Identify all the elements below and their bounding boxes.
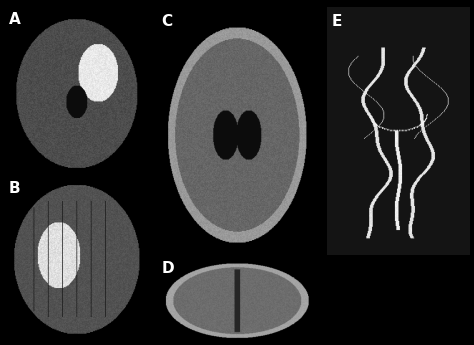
Text: C: C xyxy=(161,14,173,29)
Text: D: D xyxy=(161,261,174,276)
Text: E: E xyxy=(331,14,342,29)
Text: A: A xyxy=(9,12,21,27)
Text: B: B xyxy=(9,181,21,196)
